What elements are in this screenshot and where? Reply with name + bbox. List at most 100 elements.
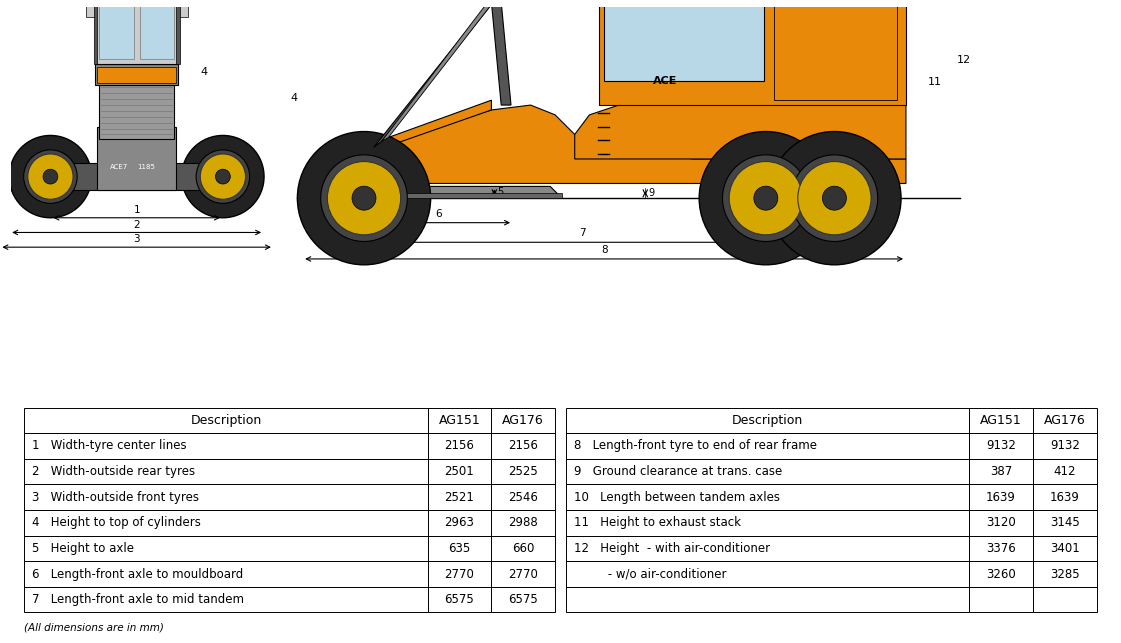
Polygon shape <box>575 105 906 159</box>
Text: 10: 10 <box>794 209 807 219</box>
Bar <box>140 0 174 59</box>
Bar <box>970 484 1032 510</box>
Text: 4: 4 <box>290 93 297 103</box>
Bar <box>970 587 1032 613</box>
Text: AG151: AG151 <box>438 414 480 427</box>
Bar <box>44 163 230 190</box>
Polygon shape <box>381 0 499 141</box>
Bar <box>491 458 555 484</box>
Bar <box>566 510 970 536</box>
Bar <box>1032 536 1096 561</box>
Text: 7   Length-front axle to mid tandem: 7 Length-front axle to mid tandem <box>33 593 244 606</box>
Text: 4: 4 <box>201 67 207 77</box>
Bar <box>85 0 95 17</box>
Text: 3285: 3285 <box>1050 568 1080 581</box>
Text: 660: 660 <box>512 542 535 555</box>
Bar <box>25 433 427 458</box>
Bar <box>404 194 562 198</box>
Text: 8   Length-front tyre to end of rear frame: 8 Length-front tyre to end of rear frame <box>574 439 817 453</box>
Polygon shape <box>373 0 498 147</box>
Bar <box>491 587 555 613</box>
Text: 2988: 2988 <box>508 516 538 529</box>
Bar <box>1032 587 1096 613</box>
Text: 2525: 2525 <box>508 465 538 478</box>
Text: 5: 5 <box>498 187 503 197</box>
Bar <box>427 408 491 433</box>
Bar <box>491 408 555 433</box>
Bar <box>98 67 176 82</box>
Text: Description: Description <box>732 414 804 427</box>
Circle shape <box>24 150 77 203</box>
Bar <box>566 561 970 587</box>
Bar <box>1032 510 1096 536</box>
Bar <box>970 561 1032 587</box>
Bar <box>491 536 555 561</box>
Bar <box>25 587 427 613</box>
Bar <box>970 536 1032 561</box>
Polygon shape <box>383 100 491 144</box>
Polygon shape <box>379 105 906 183</box>
Text: 10   Length between tandem axles: 10 Length between tandem axles <box>574 491 780 503</box>
Text: 12: 12 <box>957 55 971 64</box>
Bar <box>604 0 763 80</box>
Circle shape <box>9 136 92 218</box>
Bar <box>25 408 427 433</box>
Circle shape <box>768 132 901 265</box>
Text: 3260: 3260 <box>986 568 1016 581</box>
Polygon shape <box>491 2 511 105</box>
Text: 2: 2 <box>133 219 140 230</box>
Circle shape <box>196 150 250 203</box>
Text: 1: 1 <box>133 205 140 215</box>
Circle shape <box>729 161 803 235</box>
Text: ACE: ACE <box>654 76 677 86</box>
Text: 9   Ground clearance at trans. case: 9 Ground clearance at trans. case <box>574 465 782 478</box>
Bar <box>722 172 849 194</box>
Circle shape <box>28 154 73 199</box>
Bar <box>970 408 1032 433</box>
Circle shape <box>798 161 871 235</box>
Bar <box>427 458 491 484</box>
Text: 4   Height to top of cylinders: 4 Height to top of cylinders <box>33 516 201 529</box>
Circle shape <box>201 154 245 199</box>
Bar <box>98 127 176 190</box>
Text: 12   Height  - with air-conditioner: 12 Height - with air-conditioner <box>574 542 770 555</box>
Text: 6575: 6575 <box>508 593 538 606</box>
Text: 2546: 2546 <box>508 491 538 503</box>
Bar <box>566 587 970 613</box>
Circle shape <box>753 186 778 210</box>
Text: 2521: 2521 <box>445 491 474 503</box>
Bar <box>491 484 555 510</box>
Bar <box>25 484 427 510</box>
Bar <box>970 433 1032 458</box>
Text: 3: 3 <box>133 234 140 244</box>
Text: AG176: AG176 <box>1044 414 1085 427</box>
Text: 6: 6 <box>435 209 442 219</box>
Text: 2501: 2501 <box>445 465 474 478</box>
Bar <box>100 86 174 140</box>
Circle shape <box>723 155 809 242</box>
Bar <box>970 458 1032 484</box>
Bar <box>566 408 970 433</box>
Circle shape <box>321 155 407 242</box>
Bar <box>427 433 491 458</box>
Circle shape <box>215 169 230 184</box>
Text: 1185: 1185 <box>138 164 156 170</box>
Text: AG176: AG176 <box>502 414 544 427</box>
Bar <box>566 458 970 484</box>
Text: 2770: 2770 <box>445 568 474 581</box>
Text: 6575: 6575 <box>445 593 474 606</box>
Bar <box>1032 408 1096 433</box>
Text: 3401: 3401 <box>1050 542 1080 555</box>
Text: 2770: 2770 <box>508 568 538 581</box>
Text: 412: 412 <box>1054 465 1076 478</box>
Circle shape <box>182 136 265 218</box>
Bar <box>95 64 178 86</box>
Text: 6   Length-front axle to mouldboard: 6 Length-front axle to mouldboard <box>33 568 243 581</box>
Text: 3120: 3120 <box>986 516 1016 529</box>
Bar <box>427 536 491 561</box>
Text: 3376: 3376 <box>986 542 1016 555</box>
Text: 1639: 1639 <box>986 491 1016 503</box>
Polygon shape <box>404 186 560 196</box>
Text: 2963: 2963 <box>445 516 474 529</box>
Circle shape <box>327 161 400 235</box>
